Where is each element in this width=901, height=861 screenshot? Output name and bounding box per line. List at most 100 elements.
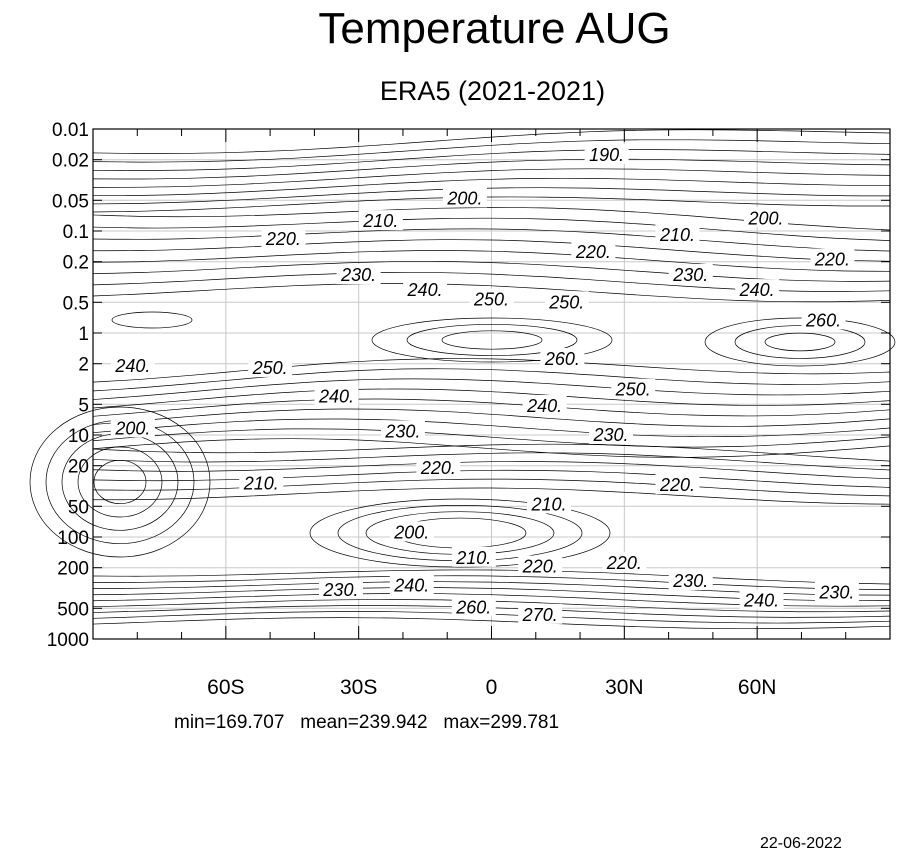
contour-label: 220.	[575, 242, 611, 262]
contour-label-bg	[110, 417, 155, 438]
y-tick-label: 500	[57, 599, 89, 620]
y-tick-label: 2	[78, 355, 89, 376]
contour-label: 220.	[814, 249, 850, 269]
contour-label: 200.	[393, 522, 429, 542]
axis-ticks	[93, 128, 890, 640]
contour-label-bg	[589, 424, 634, 444]
contour-label: 240.	[526, 396, 562, 416]
contour-closed	[704, 317, 896, 367]
contour-label: 220.	[420, 458, 456, 478]
contour-line	[92, 461, 891, 480]
contour-label: 230.	[384, 421, 420, 441]
stat-max: 299.781	[490, 712, 560, 733]
contour-label-bg	[318, 578, 363, 599]
stat-min: 169.707	[215, 712, 285, 733]
contour-label: 230.	[340, 265, 376, 285]
contour-line	[92, 250, 891, 272]
contour-closed	[309, 498, 611, 568]
contour-label: 220.	[606, 553, 642, 573]
contour-line	[92, 228, 891, 252]
contour-label-bg	[239, 472, 284, 493]
contour-label: 200.	[446, 188, 482, 208]
contour-line	[92, 177, 891, 197]
contour-label: 230.	[593, 425, 629, 445]
contour-line	[92, 418, 891, 438]
contour-line	[92, 368, 891, 392]
y-tick-label: 5	[78, 395, 89, 416]
contour-line	[92, 158, 891, 180]
contour-line	[92, 217, 891, 241]
contour-line	[92, 487, 891, 505]
contour-closed	[29, 406, 211, 558]
contour-label-bg	[668, 263, 713, 284]
stats-line: min=169.707 mean=239.942 max=299.781	[174, 712, 560, 733]
contour-line	[92, 443, 891, 462]
contour-label: 250.	[615, 380, 651, 400]
contour-label: 200.	[747, 208, 783, 228]
y-tick-label: 0.1	[63, 222, 89, 243]
contour-label-bg	[735, 279, 780, 300]
contour-lines	[29, 129, 896, 630]
contour-closed	[734, 325, 866, 359]
contour-closed	[77, 446, 163, 518]
contour-label-bg	[518, 555, 563, 576]
contour-label-bg	[801, 309, 846, 330]
contour-label-bg	[810, 248, 855, 269]
contour-line	[92, 149, 891, 171]
contour-label-bg	[544, 291, 589, 312]
contour-line	[92, 388, 891, 409]
contour-label: 230.	[322, 580, 358, 600]
contour-label-bg	[540, 348, 585, 369]
contour-line	[92, 358, 891, 383]
contour-line	[92, 478, 891, 497]
contour-label-bg	[518, 603, 563, 624]
contour-label-bg	[655, 224, 700, 245]
contour-line	[92, 168, 891, 188]
contour-label: 240.	[318, 387, 354, 407]
contour-closed	[111, 311, 193, 329]
contour-label: 270.	[522, 605, 558, 625]
contour-closed	[371, 317, 613, 363]
contour-label: 210.	[531, 494, 567, 514]
y-tick-label: 0.5	[63, 293, 89, 314]
contour-label: 220.	[659, 475, 695, 495]
contour-label: 210.	[455, 548, 491, 568]
contour-label-bg	[110, 354, 155, 375]
contour-label-bg	[389, 574, 434, 595]
contour-label: 190.	[589, 145, 624, 165]
contour-label: 240.	[743, 591, 779, 611]
contour-line	[92, 408, 891, 427]
contour-line	[92, 452, 891, 471]
date-stamp: 22-06-2022	[760, 835, 842, 852]
contour-line	[92, 283, 891, 303]
contour-label-bg	[380, 420, 425, 441]
y-tick-label: 0.2	[63, 253, 89, 274]
y-tick-label: 0.01	[52, 120, 89, 141]
contour-line	[92, 196, 891, 213]
contour-labels: 190.200.210. 200.220. 210.220. 220.230. 230.…	[110, 144, 859, 625]
y-tick-label: 200	[57, 559, 89, 580]
contour-line	[92, 398, 891, 417]
contour-label-bg	[739, 589, 784, 610]
contour-label-bg	[611, 378, 656, 399]
y-axis-tick-labels: 0.01 0.02 0.05 0.1 0.2 0.5 1 2 5 10 20 50 100 200 500 1…	[47, 120, 89, 651]
contour-label-bg	[584, 144, 629, 165]
y-tick-label: 0.02	[52, 151, 89, 172]
contour-label: 230.	[672, 265, 708, 285]
contour-label: 260.	[544, 349, 580, 369]
y-tick-label: 20	[68, 457, 89, 478]
contour-closed	[764, 332, 836, 352]
contour-label: 240.	[114, 356, 150, 376]
contour-line	[92, 378, 891, 400]
y-tick-label: 10	[68, 426, 89, 447]
contour-label-bg	[668, 569, 713, 590]
contour-label-bg	[248, 356, 293, 377]
contour-label: 250.	[548, 292, 584, 312]
contour-label-bg	[451, 596, 496, 617]
contour-line	[92, 617, 891, 630]
contour-label: 210.	[362, 211, 398, 231]
contour-label-bg	[314, 385, 359, 406]
contour-label: 220.	[522, 557, 558, 577]
y-tick-label: 1000	[47, 630, 89, 651]
